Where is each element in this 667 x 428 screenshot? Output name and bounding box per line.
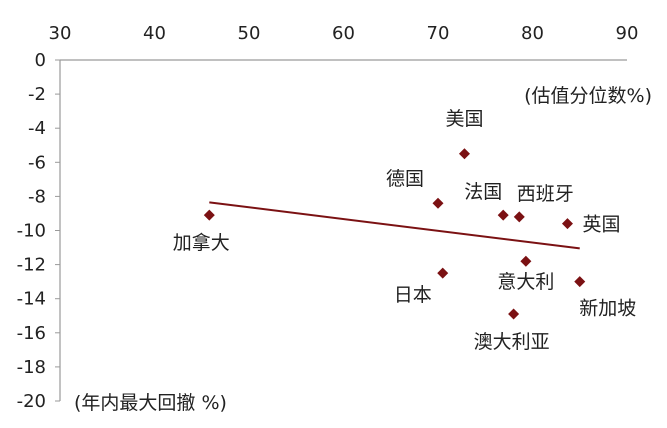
y-tick-label: -8 <box>28 186 46 207</box>
y-tick-label: -14 <box>17 289 46 310</box>
data-point <box>520 255 532 267</box>
data-point <box>437 267 449 279</box>
y-tick-label: -2 <box>28 84 46 105</box>
point-label: 美国 <box>445 108 483 130</box>
x-tick-label: 40 <box>143 23 166 44</box>
point-label: 英国 <box>582 214 620 236</box>
x-tick-label: 30 <box>49 23 72 44</box>
x-tick-label: 70 <box>427 23 450 44</box>
y-tick-label: -10 <box>17 221 46 242</box>
point-label: 新加坡 <box>579 298 636 320</box>
y-tick-label: 0 <box>35 50 46 71</box>
data-point <box>574 276 586 288</box>
x-tick-label: 60 <box>332 23 355 44</box>
y-tick-label: -16 <box>17 323 46 344</box>
y-axis-title: (年内最大回撤 %) <box>74 392 227 414</box>
y-axis-ticks: 0 -2 -4 -6 -8 -10 -12 -14 -16 -18 -20 <box>17 50 60 412</box>
point-label: 加拿大 <box>173 231 230 254</box>
trendline-group <box>209 201 580 250</box>
y-tick-label: -6 <box>28 152 46 173</box>
point-label: 法国 <box>464 181 502 203</box>
x-tick-label: 90 <box>616 23 639 44</box>
point-label: 日本 <box>394 284 432 306</box>
y-tick-label: -4 <box>28 118 46 139</box>
point-label: 澳大利亚 <box>474 331 550 353</box>
point-label: 意大利 <box>497 271 554 293</box>
y-tick-label: -20 <box>17 391 46 412</box>
data-points <box>203 148 586 320</box>
data-point <box>432 197 444 209</box>
data-point <box>203 209 215 221</box>
x-tick-label: 80 <box>521 23 544 44</box>
x-axis-title: (估值分位数%) <box>524 85 652 107</box>
trendline <box>209 201 580 250</box>
data-point <box>458 148 470 160</box>
data-point <box>497 209 509 221</box>
data-point <box>561 218 573 230</box>
x-tick-label: 50 <box>238 23 261 44</box>
data-point <box>513 211 525 223</box>
point-label: 德国 <box>386 168 424 190</box>
y-tick-label: -12 <box>17 255 46 276</box>
x-axis-ticks: 30 40 50 60 70 80 90 <box>49 23 639 44</box>
point-label: 西班牙 <box>517 183 574 205</box>
data-point <box>508 308 520 320</box>
y-tick-label: -18 <box>17 357 46 378</box>
